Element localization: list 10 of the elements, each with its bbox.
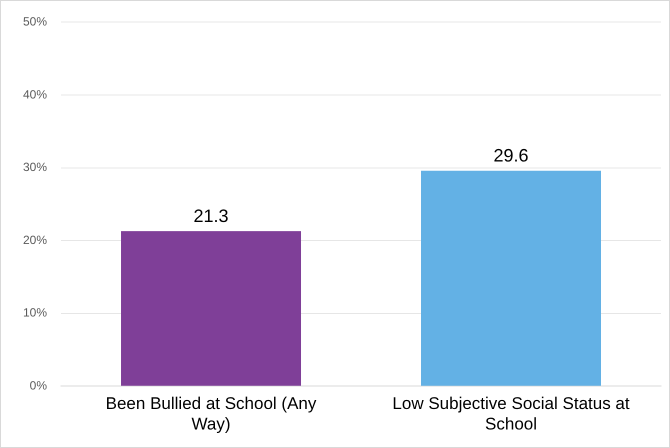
y-tick-label: 50% <box>22 14 48 29</box>
x-tick-label: Been Bullied at School (Any Way) <box>106 394 317 434</box>
y-tick-label: 30% <box>22 160 48 174</box>
y-tick-label: 20% <box>22 232 48 247</box>
y-tick-label: 40% <box>22 87 48 102</box>
y-tick-label: 10% <box>22 306 48 320</box>
data-label: 21.3 <box>193 206 229 226</box>
x-tick-label: Low Subjective Social Status at School <box>392 394 630 434</box>
y-tick-label: 0% <box>30 378 48 393</box>
data-label: 29.6 <box>493 146 529 166</box>
